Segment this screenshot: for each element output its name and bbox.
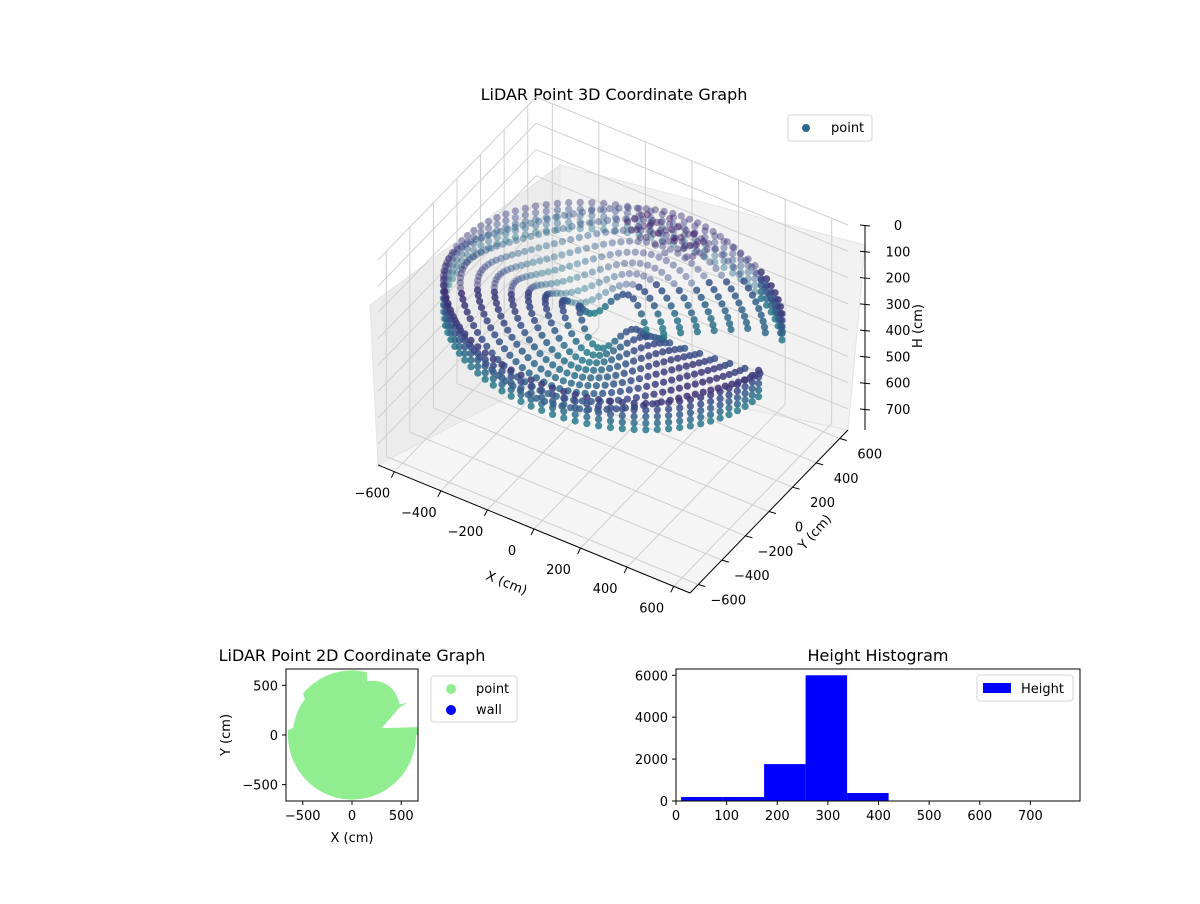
scatter3d-xtick: 600: [639, 601, 664, 616]
histogram-bars: [681, 675, 889, 801]
scatter2d-ytick: 0: [270, 729, 278, 744]
scatter2d-xtick: −500: [285, 809, 321, 824]
histogram-xtick: 0: [672, 809, 680, 824]
histogram-ticks: 0 100 200 300 400 500 600 700 0 2000 4000 6000: [635, 669, 1043, 824]
histogram-frame: [675, 668, 1081, 802]
histogram-ytick: 0: [660, 795, 668, 810]
histogram-ytick: 6000: [635, 669, 668, 684]
scatter3d-ytick: −200: [758, 545, 794, 560]
scatter3d-axes: −600−400−2000200400600−600−400−200020040…: [354, 219, 910, 616]
scatter2d-xlabel: X (cm): [331, 831, 374, 846]
scatter3d-chart: LiDAR Point 3D Coordinate Graph −600 −400…: [354, 85, 926, 616]
scatter2d-ytick: −500: [242, 779, 278, 794]
scatter3d-xtick: 200: [546, 563, 571, 578]
scatter2d-legend-wall: wall: [476, 703, 502, 718]
histogram-bar: [764, 764, 806, 801]
scatter3d-ztick: 700: [886, 403, 911, 418]
scatter2d-xtick: 0: [348, 809, 356, 824]
scatter2d-points: [288, 670, 418, 800]
scatter3d-xtick: −600: [354, 487, 390, 502]
scatter3d-ytick: 600: [857, 448, 882, 463]
histogram-title: Height Histogram: [808, 646, 949, 665]
histogram-bar: [805, 675, 848, 801]
scatter3d-ytick: −400: [734, 569, 770, 584]
scatter3d-ztick: 300: [886, 298, 911, 313]
scatter3d-ztick: 100: [886, 245, 911, 260]
histogram-legend: Height: [976, 674, 1074, 702]
scatter2d-title: LiDAR Point 2D Coordinate Graph: [219, 646, 486, 665]
histogram-bar: [847, 793, 889, 801]
histogram-xtick: 500: [917, 809, 942, 824]
scatter3d-ytick: 400: [834, 472, 859, 487]
scatter3d-title: LiDAR Point 3D Coordinate Graph: [481, 85, 748, 104]
histogram-xtick: 200: [765, 809, 790, 824]
scatter3d-zlabel: H (cm): [911, 304, 926, 348]
scatter3d-points: [439, 198, 786, 434]
histogram-xtick: 700: [1018, 809, 1043, 824]
histogram-ytick: 4000: [635, 711, 668, 726]
legend-point-marker-icon: [802, 124, 810, 132]
histogram-chart: Height Histogram 0 100 200 300 400 500 600 7000…: [635, 646, 1081, 824]
histogram-xtick: 100: [714, 809, 739, 824]
scatter3d-ztick: 600: [886, 377, 911, 392]
scatter3d-xtick: 0: [508, 544, 516, 559]
scatter2d-legend: point wall: [430, 675, 518, 723]
scatter2d-chart: LiDAR Point 2D Coordinate Graph −500 0 500…: [219, 646, 518, 846]
scatter2d-legend-point: point: [476, 682, 509, 697]
scatter3d-xtick: 400: [593, 582, 618, 597]
scatter3d-xlabel: X (cm): [484, 569, 529, 599]
histogram-ytick: 2000: [635, 753, 668, 768]
legend-wall-marker-icon: [446, 705, 456, 715]
legend-height-swatch-icon: [983, 683, 1011, 693]
scatter3d-legend-point: point: [831, 121, 864, 136]
scatter3d-ztick: 500: [886, 350, 911, 365]
histogram-legend-height: Height: [1021, 682, 1064, 697]
scatter2d-xtick: 500: [389, 809, 414, 824]
histogram-bar: [681, 797, 723, 801]
scatter3d-ztick: 400: [886, 324, 911, 339]
scatter3d-ytick: 0: [795, 521, 803, 536]
histogram-xtick: 300: [815, 809, 840, 824]
histogram-xtick: 600: [967, 809, 992, 824]
legend-point-marker-icon: [446, 684, 456, 694]
scatter3d-ztick: 0: [894, 219, 902, 234]
scatter3d-xtick: −200: [448, 525, 484, 540]
histogram-bar: [722, 797, 765, 801]
scatter3d-ztick: 200: [886, 272, 911, 287]
scatter3d-ytick: 200: [810, 496, 835, 511]
scatter2d-ytick: 500: [253, 679, 278, 694]
scatter2d-ylabel: Y (cm): [219, 714, 234, 757]
histogram-xtick: 400: [866, 809, 891, 824]
scatter2d-ticks: −500 0 500 −500 0 500: [242, 679, 413, 824]
scatter3d-legend: point: [787, 114, 873, 142]
scatter3d-ytick: −600: [710, 593, 746, 608]
scatter3d-xtick: −400: [401, 506, 437, 521]
